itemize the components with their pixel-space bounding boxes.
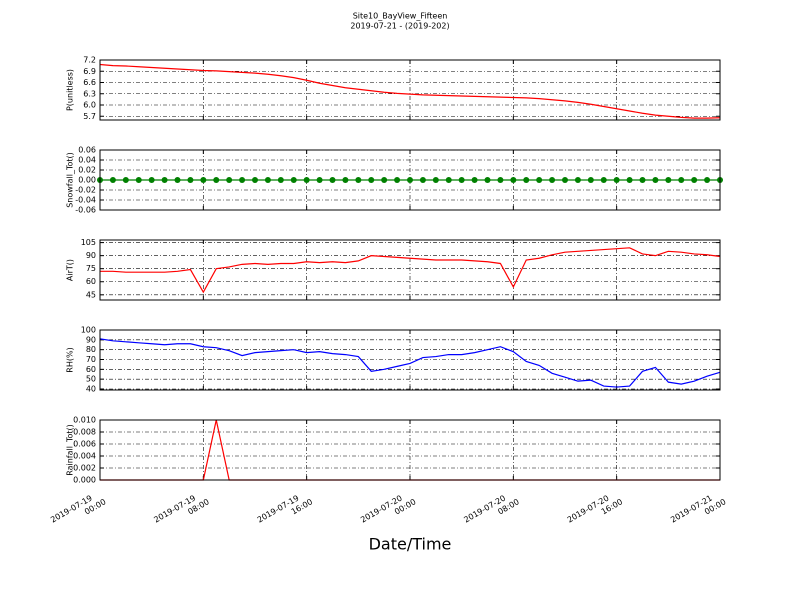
y-tick-label: -0.06 [75,206,96,215]
data-point [135,177,142,183]
data-point [613,177,620,183]
plot-frame [99,149,721,211]
data-point [148,177,155,183]
data-point [407,177,413,183]
data-point [691,177,698,183]
y-axis-label: RH(%) [66,347,75,372]
data-point [342,177,349,183]
data-point [471,177,478,183]
y-tick-label: 0.002 [73,464,96,473]
data-line [100,247,721,294]
data-point [587,177,594,183]
data-point [394,177,401,183]
data-point [510,177,517,183]
data-point [239,177,246,183]
data-point [574,177,581,183]
y-tick-label: 100 [81,326,96,335]
data-point [497,177,504,183]
data-point [626,177,633,183]
data-point [368,177,375,183]
data-point [549,177,556,183]
data-point [562,177,568,183]
y-tick-label: -0.04 [75,196,96,205]
y-axis-label: P(unitless) [66,69,75,111]
data-point [187,177,194,183]
data-point [639,177,646,183]
data-point [458,177,465,183]
y-tick-label: 5.7 [83,112,96,121]
data-point [665,177,672,183]
y-tick-label: 50 [86,375,96,384]
data-point [523,177,530,183]
data-point [652,177,659,183]
data-point [536,177,543,183]
y-tick-label: 6.3 [83,89,96,98]
y-axis-label: Snowfall_Tot() [66,152,75,208]
data-point [161,177,168,183]
y-axis-label: Rainfall_Tot() [66,424,75,476]
data-point [252,177,258,183]
y-tick-label: 45 [86,290,96,299]
data-point [484,177,491,183]
y-tick-label: 40 [86,385,96,394]
chart-title: Site10_BayView_Fifteen [353,12,448,21]
y-tick-label: 105 [81,238,96,247]
y-tick-label: 75 [86,264,96,273]
y-tick-label: 0.006 [73,440,96,449]
y-tick-label: 0.000 [73,476,96,485]
y-axis-label: AirT() [66,259,75,281]
data-point [316,177,323,183]
plot-frame [99,419,721,481]
data-point [432,177,439,183]
data-point [174,177,181,183]
data-point [109,177,116,183]
data-point [277,177,284,183]
data-point [264,177,271,183]
data-point [419,177,426,183]
plot-frame [99,239,721,301]
y-tick-label: 0.06 [78,146,96,155]
y-tick-label: -0.02 [75,186,96,195]
plot-frame [99,59,721,121]
y-tick-label: 70 [86,355,96,364]
data-point [200,177,207,183]
data-line [99,338,721,388]
chart-subtitle: 2019-07-21 - (2019-202) [350,22,449,31]
y-tick-label: 0.00 [78,176,96,185]
data-point [704,177,711,183]
y-tick-label: 90 [86,335,96,344]
data-point [213,177,220,183]
x-axis-label: Date/Time [369,535,452,554]
data-point [381,177,388,183]
y-tick-label: 0.004 [73,452,96,461]
y-tick-label: 60 [86,277,96,286]
y-tick-label: 80 [86,345,96,354]
y-tick-label: 6.6 [83,78,96,87]
data-point [226,177,233,183]
y-tick-label: 0.02 [78,166,96,175]
data-point [445,177,452,183]
data-point [678,177,685,183]
data-point [600,177,607,183]
data-line [99,63,721,119]
plot-frame [99,329,721,391]
data-point [290,177,297,183]
y-tick-label: 0.04 [78,156,96,165]
y-tick-label: 0.010 [73,416,96,425]
y-tick-label: 60 [86,365,96,374]
data-point [329,177,336,183]
y-tick-label: 90 [86,251,96,260]
y-tick-label: 6.9 [83,67,96,76]
data-point [122,177,129,183]
y-tick-label: 7.2 [83,56,96,65]
data-point [303,177,310,183]
y-tick-label: 6.0 [83,101,96,110]
data-point [355,177,362,183]
y-tick-label: 0.008 [73,428,96,437]
